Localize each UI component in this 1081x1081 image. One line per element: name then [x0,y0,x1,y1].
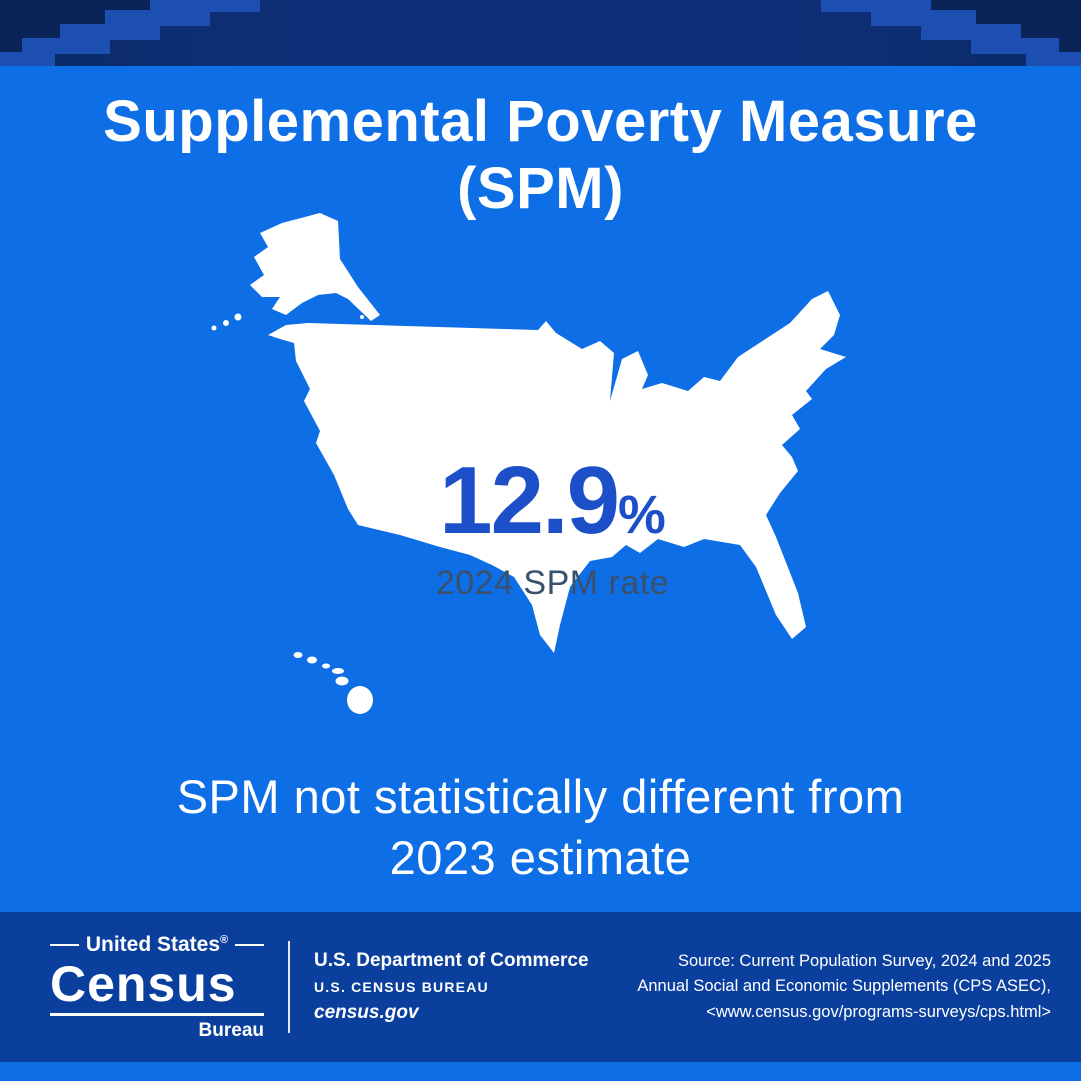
department-block: U.S. Department of Commerce U.S. CENSUS … [314,950,589,1024]
logo-united-states: United States® [50,933,264,957]
us-mainland-shape [268,291,846,653]
footer: United States® Census Bureau U.S. Depart… [0,912,1081,1062]
stair-decoration-right [781,0,1081,66]
census-gov-text: census.gov [314,1002,419,1023]
us-map-graphic [211,213,846,714]
subtitle-line-1: SPM not statistically different from [176,770,905,823]
logo-left-rule [50,943,79,946]
percent-sign: % [618,485,666,545]
stat-value: 12.9% [12,446,1081,556]
title-line-1: Supplemental Poverty Measure [103,89,978,154]
registered-mark: ® [220,933,229,946]
stat-number: 12.9 [439,447,620,554]
top-decorative-band [0,0,1081,66]
stat-label: 2024 SPM rate [435,564,670,602]
stat-block: 12.9% 2024 SPM rate [12,446,1081,603]
dept-commerce-line: U.S. Department of Commerce [314,950,589,971]
logo-right-rule [235,943,264,946]
stair-decoration-left [0,0,300,66]
source-citation: Source: Current Population Survey, 2024 … [637,949,1051,1026]
bottom-accent-strip [0,1062,1081,1081]
census-logo: United States® Census Bureau [50,933,264,1042]
source-line-1: Source: Current Population Survey, 2024 … [677,951,1051,970]
logo-underline [50,1012,264,1016]
census-bureau-line: U.S. CENSUS BUREAU [314,979,489,995]
logo-census-wordmark: Census [50,955,237,1012]
logo-bureau-text: Bureau [198,1019,264,1041]
footer-divider [288,941,290,1033]
alaska-shape [211,213,380,331]
page-title: Supplemental Poverty Measure (SPM) [0,88,1081,223]
subtitle-line-2: 2023 estimate [389,831,692,885]
logo-united-states-text: United States [85,932,221,956]
source-line-2: Annual Social and Economic Supplements (… [637,977,1051,996]
title-line-2: (SPM) [457,156,624,222]
source-line-3: <www.census.gov/programs-surveys/cps.htm… [706,1002,1051,1021]
subtitle: SPM not statistically different from 202… [0,766,1081,888]
hawaii-islands [293,652,373,714]
